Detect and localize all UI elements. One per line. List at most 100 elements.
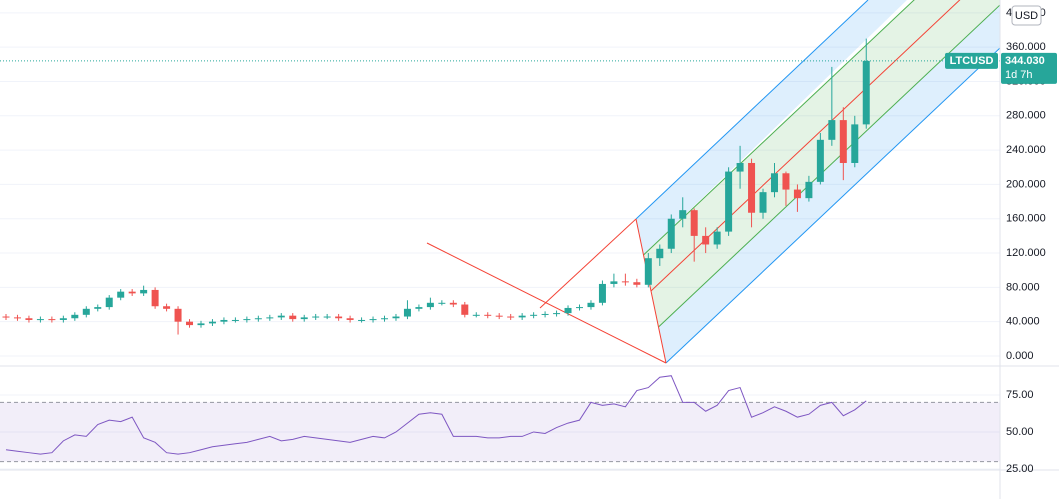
y-tick-label: 280.000	[1006, 110, 1046, 122]
candle-body	[449, 302, 457, 305]
candle-body	[140, 289, 148, 294]
symbol-label: LTCUSD	[950, 55, 994, 67]
rsi-band	[0, 402, 1000, 462]
candle-body	[472, 314, 480, 316]
candle-body	[254, 318, 262, 320]
y-tick-label: 200.000	[1006, 178, 1046, 190]
candle-body	[82, 308, 90, 315]
candle-body	[403, 308, 411, 317]
candle-body	[197, 323, 205, 326]
candle-body	[644, 258, 652, 285]
candle-body	[828, 120, 836, 140]
candle-body	[748, 162, 756, 213]
candle-body	[174, 308, 182, 322]
candle-body	[759, 192, 767, 213]
candle-body	[851, 124, 859, 163]
candle-body	[13, 317, 21, 319]
labels: 0.000 40.000 80.000 120.000 160.000 200.000 24…	[945, 7, 1057, 475]
candle-body	[690, 210, 698, 236]
candle-body	[725, 171, 733, 232]
candle-body	[484, 314, 492, 316]
rsi-line	[5, 375, 867, 455]
y-tick-label: 80.000	[1006, 281, 1040, 293]
candle-body	[105, 297, 113, 308]
candle-body	[461, 304, 469, 315]
candle-body	[541, 313, 549, 315]
candle-body	[793, 189, 801, 199]
candle-body	[805, 181, 813, 199]
candle-body	[656, 248, 664, 259]
candle-body	[816, 139, 824, 182]
candle-body	[587, 302, 595, 308]
candle-body	[862, 60, 870, 125]
candle-body	[530, 314, 538, 316]
candle-body	[713, 231, 721, 245]
candle-body	[277, 315, 285, 318]
candle-body	[633, 282, 641, 285]
candle-body	[770, 173, 778, 193]
candle-body	[564, 307, 572, 314]
candle-body	[667, 218, 675, 249]
candle-body	[117, 291, 125, 298]
candle-body	[518, 315, 526, 318]
candle-body	[358, 319, 366, 321]
candle-body	[507, 316, 515, 318]
candle-body	[415, 307, 423, 309]
candle-body	[36, 319, 44, 321]
y-tick-label: 40.000	[1006, 316, 1040, 328]
candle-body	[576, 307, 583, 309]
candle-body	[346, 318, 354, 320]
pitchfork	[426, 0, 1000, 364]
countdown-label: 1d 7h	[1005, 69, 1033, 81]
candle-body	[243, 319, 251, 321]
currency-box[interactable]	[1011, 5, 1042, 26]
grid	[0, 12, 1000, 470]
candle-body	[335, 316, 343, 319]
candle-body	[392, 316, 400, 319]
candle-body	[438, 302, 446, 304]
candle-body	[679, 210, 687, 219]
candle-body	[782, 173, 790, 190]
candle-body	[25, 318, 33, 320]
y-tick-label: 160.000	[1006, 213, 1046, 225]
candle-body	[369, 319, 377, 321]
y-tick-label: 360.000	[1006, 41, 1046, 53]
candle-body	[598, 283, 606, 303]
candle-body	[59, 318, 67, 320]
candle-body	[323, 316, 331, 318]
candle-body	[289, 315, 297, 320]
last-price-label: 344.030	[1005, 55, 1045, 67]
candle-body	[736, 162, 744, 172]
y-tick-label: 120.000	[1006, 247, 1046, 259]
candle-body	[163, 306, 171, 309]
candle-body	[220, 319, 228, 322]
candle-body	[702, 235, 710, 245]
candle-body	[48, 319, 56, 321]
y-tick-label: 25.00	[1006, 463, 1034, 475]
candle-body	[71, 314, 79, 319]
candle-body	[128, 291, 136, 294]
candle-body	[300, 317, 308, 320]
candle-body	[426, 302, 434, 308]
candle-body	[610, 281, 618, 284]
candle-body	[2, 316, 10, 318]
candle-body	[231, 319, 239, 321]
symbol-badge	[945, 52, 998, 69]
last-price-badge	[1001, 52, 1057, 84]
y-tick-label: 50.00	[1006, 426, 1034, 438]
y-tick-label: 0.000	[1006, 350, 1034, 362]
candle-body	[312, 316, 320, 318]
candle-body	[94, 307, 102, 309]
y-tick-label: 240.000	[1006, 144, 1046, 156]
candle-body	[151, 289, 159, 307]
candle-body	[266, 317, 274, 319]
currency[interactable]: USD	[1015, 10, 1038, 22]
marks	[0, 38, 1000, 463]
y-tick-label: 75.00	[1006, 389, 1034, 401]
candle-body	[621, 281, 629, 283]
candle-body	[839, 120, 847, 163]
candle-body	[381, 318, 389, 320]
candle-body	[553, 313, 561, 315]
candle-body	[186, 321, 194, 326]
